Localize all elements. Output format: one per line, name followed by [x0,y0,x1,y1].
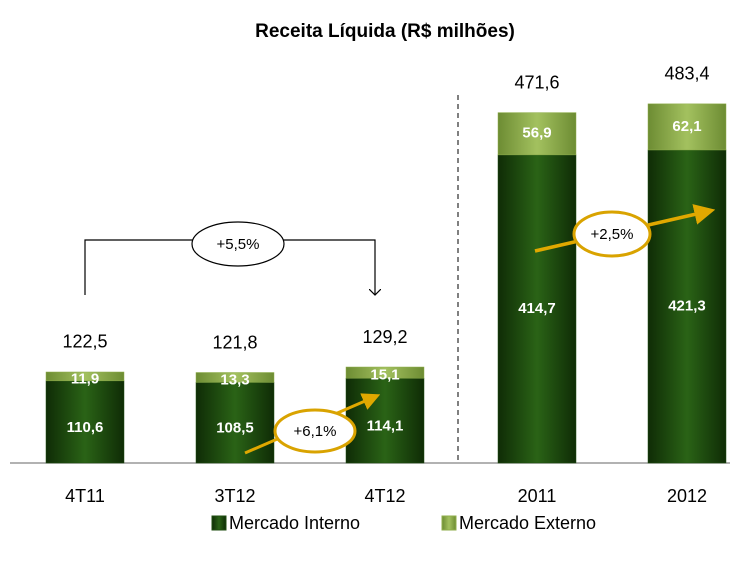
bar-segment [647,149,727,464]
bar-segment [345,366,425,379]
legend-swatch [441,515,457,531]
x-tick-label: 3T12 [214,486,255,506]
bar-segment [195,382,275,464]
x-tick-label: 2011 [518,486,557,506]
total-label: 483,4 [664,64,709,84]
bar-segment [45,371,125,382]
value-label: 15,1 [370,367,399,384]
annotation: +2,5% [591,226,634,243]
annotation: +6,1% [294,423,337,440]
bar-segment [497,112,577,156]
bar-segment [195,372,275,383]
annotation-ellipse [191,221,285,267]
total-label: 129,2 [362,327,407,347]
x-tick-label: 4T12 [364,486,405,506]
bar-segment [497,154,577,464]
value-label: 11,9 [71,370,99,387]
annotation-ellipse [572,210,652,258]
legend-swatch [211,515,227,531]
chart-title: Receita Líquida (R$ milhões) [255,21,515,42]
total-label: 122,5 [62,332,107,352]
value-label: 108,5 [216,420,254,437]
annotation: +5,5% [217,236,260,253]
value-label: 110,6 [67,419,104,436]
bar-segment [647,103,727,151]
value-label: 414,7 [518,300,556,317]
legend-label: Mercado Externo [459,513,596,533]
legend-label: Mercado Interno [229,513,360,533]
value-label: 13,3 [220,371,249,388]
value-label: 56,9 [522,125,551,142]
value-label: 62,1 [672,118,701,135]
annotation-ellipse [273,408,357,454]
bar-segment [45,380,125,464]
total-label: 471,6 [514,72,559,92]
value-label: 114,1 [367,418,404,435]
x-tick-label: 4T11 [65,486,105,506]
x-tick-label: 2012 [667,486,707,506]
value-label: 421,3 [668,297,706,314]
total-label: 121,8 [212,332,257,352]
bar-segment [345,377,425,464]
